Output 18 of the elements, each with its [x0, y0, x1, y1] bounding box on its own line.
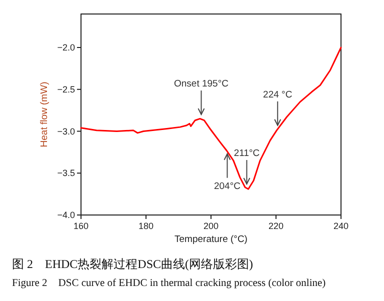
y-tick-label: −2.5	[57, 84, 75, 94]
y-tick-label: −4.0	[57, 210, 75, 220]
annotation: 204°C	[214, 180, 241, 192]
annotation: 224 °C	[263, 89, 292, 100]
y-tick-label: −3.5	[57, 168, 75, 178]
x-tick-label: 220	[268, 221, 284, 231]
x-axis-title: Temperature (°C)	[174, 234, 248, 245]
caption: 图 2 EHDC热裂解过程DSC曲线(网络版彩图)	[12, 257, 254, 271]
y-axis-title: Heat flow (mW)	[39, 82, 50, 148]
annotation: Onset 195°C	[174, 78, 229, 90]
annotation: 211°C	[234, 148, 260, 160]
y-tick-label: −2.0	[57, 42, 75, 52]
x-tick-label: 200	[203, 221, 219, 231]
x-tick-label: 240	[333, 221, 349, 231]
x-tick-label: 160	[73, 221, 89, 231]
x-tick-label: 180	[138, 221, 154, 231]
caption: Figure 2 DSC curve of EHDC in thermal cracking process (color online)	[12, 278, 326, 289]
y-tick-label: −3.0	[57, 126, 75, 136]
